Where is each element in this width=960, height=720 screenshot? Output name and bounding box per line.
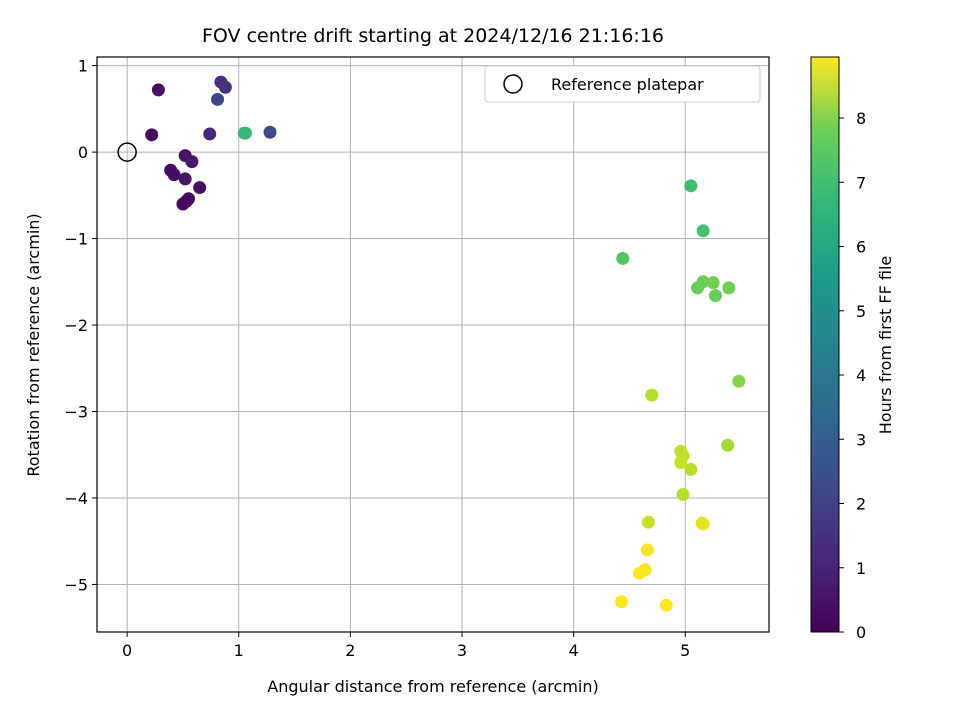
y-tick-label: 1 (78, 57, 88, 76)
scatter-point (659, 598, 673, 612)
reference-platepar-marker (117, 142, 137, 162)
colorbar-ticks: 0 1 2 3 4 5 6 7 8 (839, 109, 866, 642)
x-tick-label: 5 (680, 641, 690, 660)
y-tick-label: −2 (64, 316, 88, 335)
scatter-point (218, 80, 232, 94)
y-tick-label: −5 (64, 575, 88, 594)
colorbar-tick-label: 4 (856, 366, 866, 385)
grid-lines (97, 57, 769, 632)
scatter-point (145, 128, 159, 142)
scatter-point (640, 543, 654, 557)
scatter-point (238, 126, 252, 140)
y-tick-label: 0 (78, 143, 88, 162)
scatter-point (684, 462, 698, 476)
scatter-point (178, 172, 192, 186)
scatter-point (722, 281, 736, 295)
scatter-point (151, 83, 165, 97)
y-tick-label: −1 (64, 230, 88, 249)
scatter-point (211, 92, 225, 106)
legend-label-reference: Reference platepar (551, 75, 704, 94)
scatter-point (633, 566, 647, 580)
y-axis-ticks: −5 −4 −3 −2 −1 0 1 (64, 57, 97, 594)
colorbar-tick-label: 6 (856, 238, 866, 257)
scatter-point (691, 281, 705, 295)
colorbar-tick-label: 3 (856, 430, 866, 449)
scatter-point (645, 388, 659, 402)
colorbar-tick-label: 0 (856, 623, 866, 642)
plot-frame (96, 56, 770, 633)
scatter-point (674, 456, 688, 470)
scatter-point (708, 289, 722, 303)
legend: Reference platepar (484, 65, 761, 103)
scatter-point (696, 224, 710, 238)
scatter-point (676, 488, 690, 502)
legend-box (484, 65, 761, 103)
colorbar: 0 1 2 3 4 5 6 7 8 Hours from first FF file (810, 56, 895, 642)
y-tick-label: −4 (64, 489, 88, 508)
colorbar-tick-label: 8 (856, 109, 866, 128)
scatter-point (706, 276, 720, 290)
colorbar-gradient (810, 56, 840, 633)
x-tick-label: 2 (345, 641, 355, 660)
scatter-point (684, 179, 698, 193)
scatter-point (732, 374, 746, 388)
x-tick-label: 0 (122, 641, 132, 660)
x-tick-label: 4 (569, 641, 579, 660)
y-tick-label: −3 (64, 403, 88, 422)
colorbar-tick-label: 2 (856, 495, 866, 514)
chart-title: FOV centre drift starting at 2024/12/16 … (202, 25, 664, 47)
colorbar-tick-label: 7 (856, 173, 866, 192)
colorbar-tick-label: 1 (856, 559, 866, 578)
y-axis-label: Rotation from reference (arcmin) (24, 213, 43, 476)
scatter-point (193, 181, 207, 195)
scatter-point (616, 251, 630, 265)
x-axis-label: Angular distance from reference (arcmin) (267, 677, 598, 696)
scatter-point (263, 125, 277, 139)
colorbar-tick-label: 5 (856, 302, 866, 321)
scatter-points (145, 75, 746, 612)
scatter-point (185, 155, 199, 169)
scatter-point (203, 127, 217, 141)
legend-marker-reference (503, 74, 523, 94)
x-tick-label: 3 (457, 641, 467, 660)
colorbar-label: Hours from first FF file (876, 256, 895, 435)
scatter-point (615, 595, 629, 609)
x-tick-label: 1 (234, 641, 244, 660)
x-axis-ticks: 0 1 2 3 4 5 (122, 632, 690, 660)
scatter-point (176, 197, 190, 211)
scatter-point (641, 515, 655, 529)
scatter-point (167, 168, 181, 182)
scatter-point (721, 438, 735, 452)
scatter-point (696, 517, 710, 531)
